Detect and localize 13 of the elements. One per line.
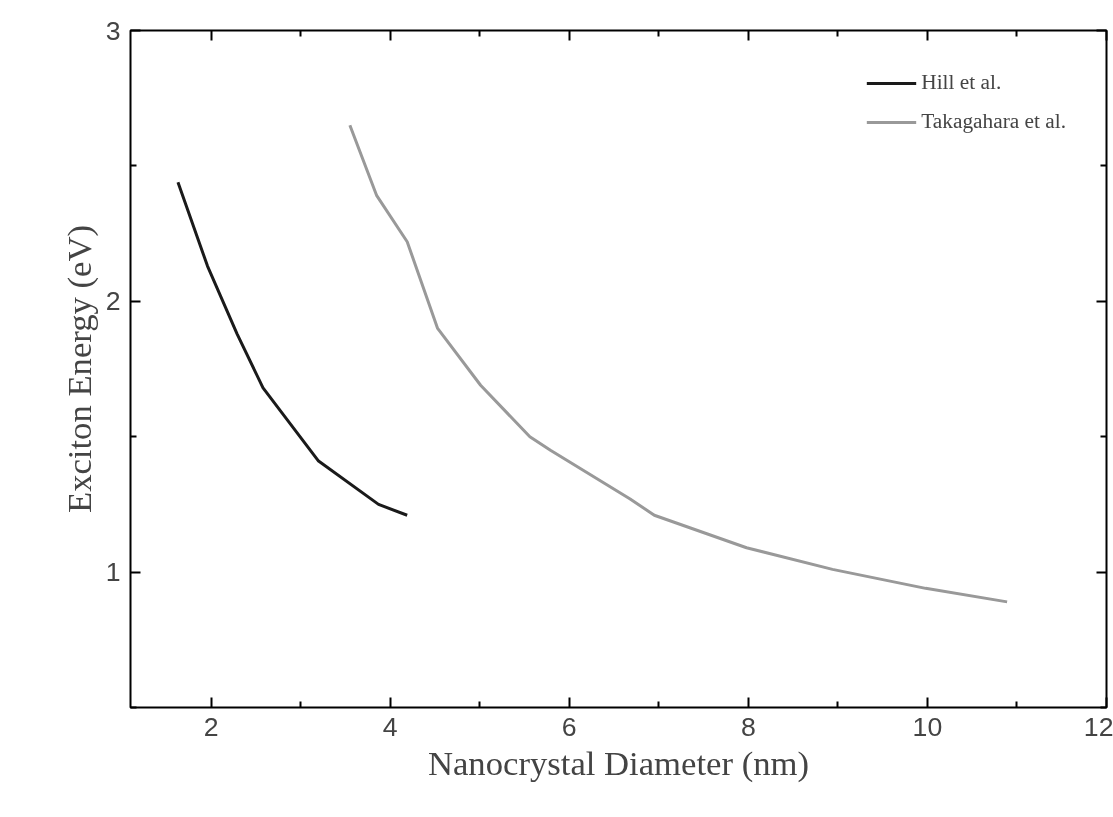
- x-tick-label: 8: [740, 711, 756, 742]
- legend-label: Hill et al.: [921, 70, 1002, 95]
- legend-label: Takagahara et al.: [921, 109, 1066, 134]
- x-tick-label: 2: [203, 711, 219, 742]
- x-tick-label: 12: [1083, 711, 1113, 742]
- y-tick-label: 2: [105, 286, 121, 317]
- x-tick-label: 6: [561, 711, 577, 742]
- y-tick-label: 3: [105, 15, 121, 46]
- y-axis-title: Exciton Energy (eV): [59, 224, 99, 514]
- y-tick-label: 1: [105, 557, 121, 588]
- x-tick-label: 4: [382, 711, 398, 742]
- x-axis-title: Nanocrystal Diameter (nm): [427, 743, 810, 783]
- x-tick-label: 10: [912, 711, 943, 742]
